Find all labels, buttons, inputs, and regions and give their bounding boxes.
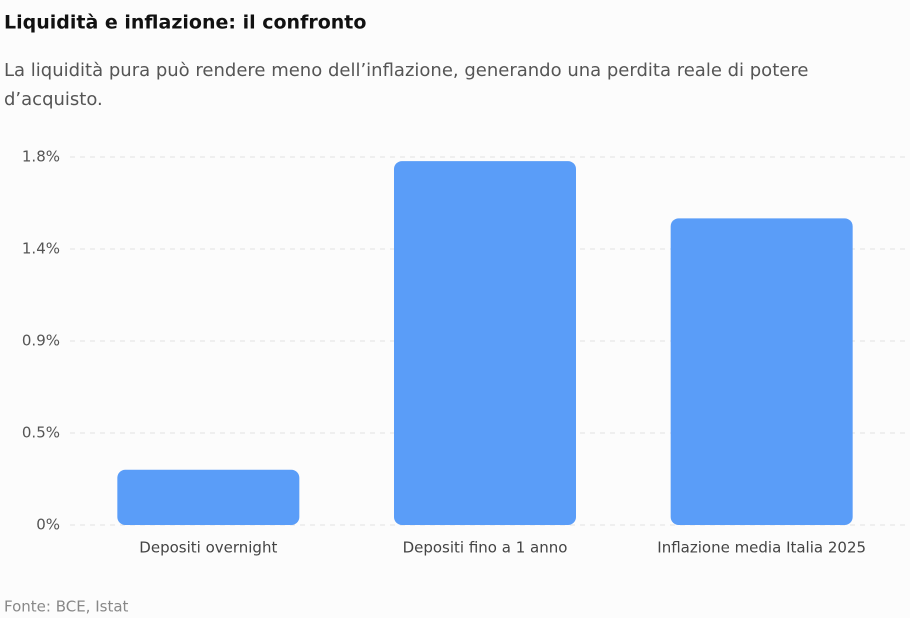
x-tick-label: Depositi fino a 1 anno	[403, 539, 568, 557]
y-tick-label: 1.4%	[22, 240, 60, 258]
chart-subtitle: d’acquisto.	[4, 89, 103, 110]
chart-subtitle: La liquidità pura può rendere meno dell’…	[4, 60, 808, 81]
y-tick-label: 0%	[36, 516, 60, 534]
source-note: Fonte: BCE, Istat	[4, 598, 129, 616]
bar	[670, 218, 853, 526]
x-tick-label: Inflazione media Italia 2025	[657, 539, 866, 557]
bar	[394, 161, 576, 526]
y-tick-label: 1.8%	[22, 148, 60, 166]
chart-title: Liquidità e inflazione: il confronto	[4, 12, 366, 34]
y-tick-label: 0.5%	[22, 424, 60, 442]
bar	[117, 469, 300, 525]
x-tick-label: Depositi overnight	[139, 539, 277, 557]
y-tick-label: 0.9%	[22, 332, 60, 350]
